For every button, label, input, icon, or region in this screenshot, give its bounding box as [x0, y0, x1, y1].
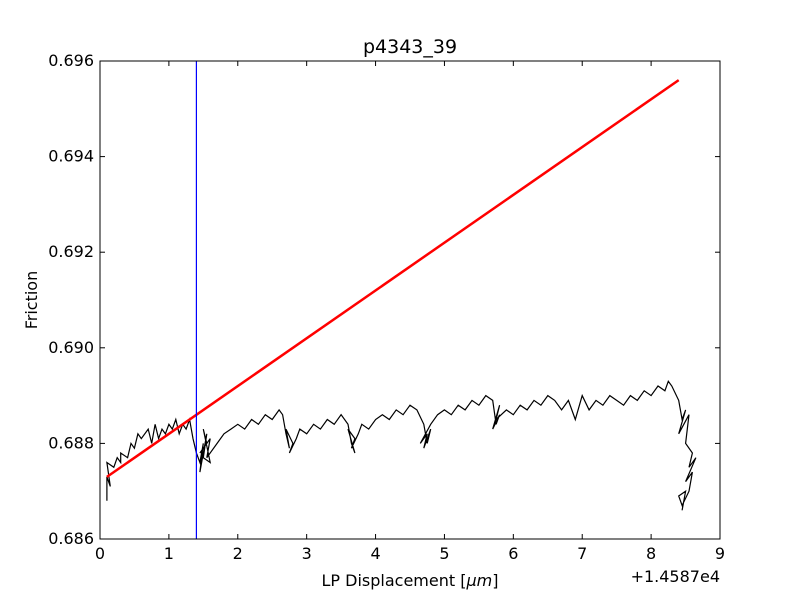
y-tick-label: 0.690 [48, 338, 94, 357]
y-axis-label: Friction [22, 271, 41, 330]
x-tick-label: 5 [439, 544, 449, 563]
x-offset-text: +1.4587e4 [631, 567, 720, 586]
chart-title: p4343_39 [363, 36, 457, 58]
series-line-data [106, 380, 697, 511]
x-tick-label: 2 [233, 544, 243, 563]
y-tick-label: 0.692 [48, 242, 94, 261]
x-axis-label: LP Displacement [μm] [322, 571, 499, 590]
x-tick-label: 0 [95, 544, 105, 563]
x-tick-label: 3 [302, 544, 312, 563]
y-tick-label: 0.694 [48, 147, 94, 166]
plot-area: 0 1 2 3 4 5 6 7 8 9 0.686 0.688 0.690 0.692 0.694 0.696 [48, 51, 725, 563]
x-tick-label: 4 [370, 544, 380, 563]
y-tick-label: 0.696 [48, 51, 94, 70]
x-tick-label: 8 [646, 544, 656, 563]
x-tick-label: 7 [577, 544, 587, 563]
x-tick-label: 6 [508, 544, 518, 563]
y-tick-label: 0.686 [48, 529, 94, 548]
series-line-fit [106, 79, 680, 478]
axes-frame [99, 60, 721, 540]
x-tick-label: 9 [715, 544, 725, 563]
y-tick-label: 0.688 [48, 433, 94, 452]
x-tick-label: 1 [164, 544, 174, 563]
